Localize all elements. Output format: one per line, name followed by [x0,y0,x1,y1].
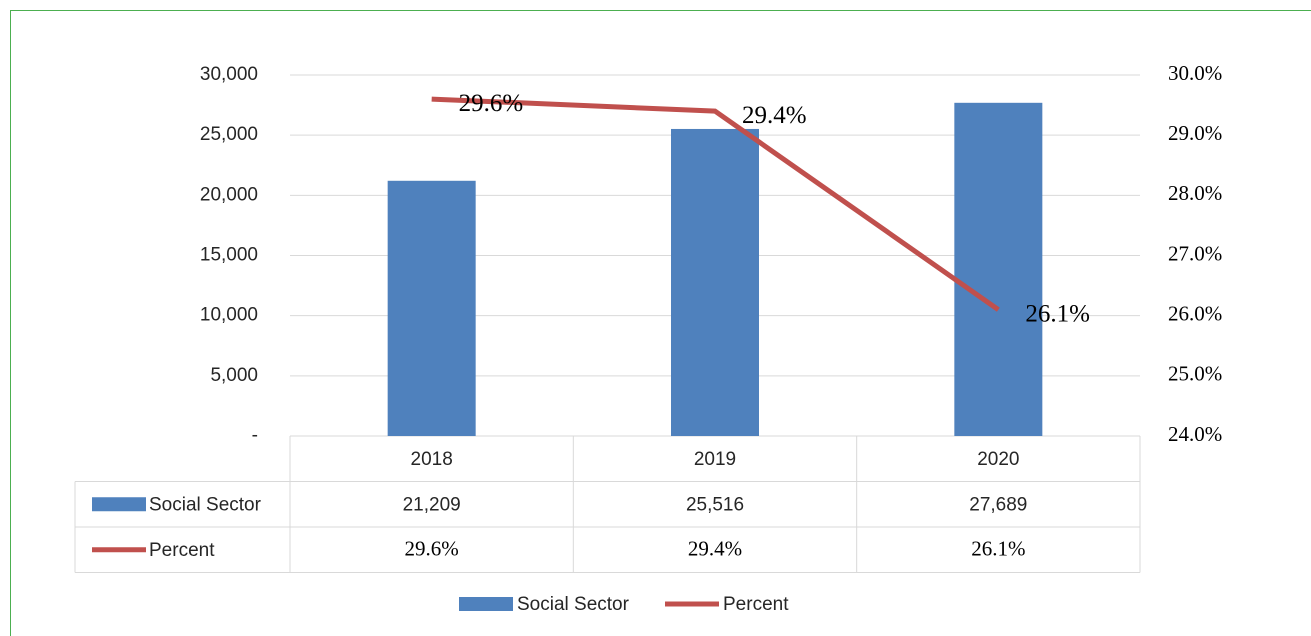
x-tick-label: 2020 [977,449,1019,470]
y-tick-label: 15,000 [200,245,258,266]
table-cell: 21,209 [403,494,461,515]
y-tick-label: 5,000 [210,365,258,386]
y-tick-label: 25,000 [200,124,258,145]
y-tick-label: 10,000 [200,305,258,326]
table-row-header: Percent [149,540,215,561]
y-tick-label: 30,000 [200,64,258,85]
data-label: 26.1% [1025,300,1090,327]
y2-tick-label: 26.0% [1168,301,1222,325]
table-cell: 25,516 [686,494,744,515]
data-label: 29.4% [742,102,807,129]
table-cell: 29.6% [405,537,459,561]
x-tick-label: 2018 [411,449,453,470]
x-tick-label: 2019 [694,449,736,470]
y2-tick-label: 25.0% [1168,362,1222,386]
chart-border [10,10,1311,636]
y2-tick-label: 30.0% [1168,61,1222,85]
bar [387,180,476,436]
legend-label: Social Sector [517,594,630,615]
bar [671,128,759,437]
table-cell: 26.1% [971,537,1025,561]
legend-label: Percent [723,594,789,615]
legend-key [92,497,146,512]
y-tick-label: 20,000 [200,184,258,205]
y2-tick-label: 29.0% [1168,121,1222,145]
y-tick-label: - [252,425,258,446]
data-label: 29.6% [459,90,524,117]
table-cell: 29.4% [688,537,742,561]
y2-tick-label: 27.0% [1168,241,1222,265]
legend-key [459,597,513,611]
line [431,96,1000,312]
table-row-header: Social Sector [149,494,262,515]
y2-tick-label: 28.0% [1168,181,1222,205]
bar [954,102,1043,437]
y2-tick-label: 24.0% [1168,422,1222,446]
table-cell: 27,689 [969,494,1027,515]
